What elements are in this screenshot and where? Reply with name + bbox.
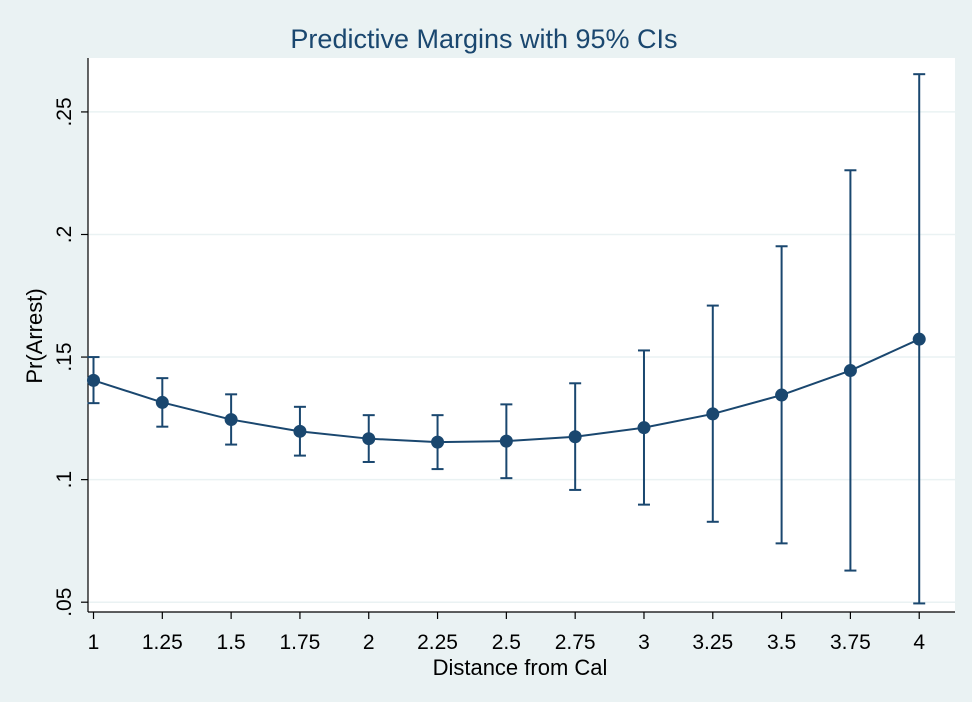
y-tick-label: .15 xyxy=(53,342,76,371)
data-point xyxy=(87,373,101,387)
x-tick-label: 2 xyxy=(363,631,375,654)
x-tick-label: 2.25 xyxy=(417,631,458,654)
x-tick-label: 3.25 xyxy=(692,631,733,654)
data-point xyxy=(499,434,513,448)
x-tick-label: 1.5 xyxy=(217,631,246,654)
data-point xyxy=(155,395,169,409)
data-point xyxy=(706,407,720,421)
x-tick-label: 3.5 xyxy=(767,631,796,654)
y-tick-label: .1 xyxy=(53,471,76,489)
y-tick-label: .25 xyxy=(53,97,76,126)
gridlines xyxy=(88,111,955,603)
data-point xyxy=(568,430,582,444)
x-tick-label: 3 xyxy=(638,631,650,654)
data-point xyxy=(912,332,926,346)
data-point xyxy=(362,432,376,446)
axes: .05 .1 .15 .2 .25 1 1.25 1.5 1.75 2 2.25 2.5 2.75 3 3.… xyxy=(53,58,955,654)
x-tick-label: 2.5 xyxy=(492,631,521,654)
data-point xyxy=(843,364,857,378)
chart-title: Predictive Margins with 95% CIs xyxy=(290,24,677,54)
x-tick-label: 4 xyxy=(913,631,925,654)
data-point xyxy=(224,413,238,427)
data-point xyxy=(293,424,307,438)
y-tick-label: .2 xyxy=(53,226,76,244)
x-axis-title: Distance from Cal xyxy=(433,655,608,680)
x-tick-label: 1.75 xyxy=(279,631,320,654)
y-tick-label: .05 xyxy=(53,588,76,617)
data-point xyxy=(431,435,445,449)
data-point xyxy=(775,388,789,402)
x-tick-label: 3.75 xyxy=(830,631,871,654)
plot-area xyxy=(88,58,955,612)
x-tick-label: 1 xyxy=(88,631,100,654)
y-axis-title: Pr(Arrest) xyxy=(22,288,47,383)
series-points xyxy=(87,332,926,449)
data-point xyxy=(637,421,651,435)
x-tick-label: 1.25 xyxy=(142,631,183,654)
x-tick-label: 2.75 xyxy=(555,631,596,654)
